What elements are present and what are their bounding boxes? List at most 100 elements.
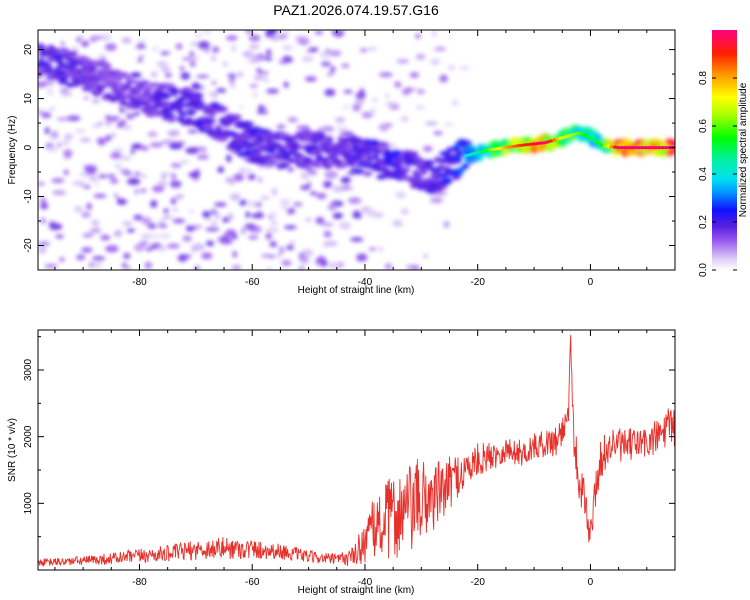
spectrogram-noise-blob: [248, 43, 260, 50]
spectrogram-noise-blob: [130, 149, 135, 155]
spectrogram-noise-blob: [268, 30, 278, 35]
spectrogram-ridge-blob: [38, 58, 45, 64]
spectrogram-noise-blob: [396, 81, 402, 88]
spectrogram-noise-blob: [159, 51, 171, 55]
spectrogram-ridge-blob: [400, 166, 411, 172]
spectrogram-noise-blob: [81, 211, 91, 218]
spectrogram-noise-blob: [122, 221, 133, 226]
spectrogram-noise-blob: [150, 200, 158, 208]
spectrogram-noise-blob: [94, 182, 101, 187]
spectrogram-noise-blob: [265, 232, 272, 240]
spectrogram-noise-blob: [278, 34, 287, 40]
spectrogram-noise-blob: [443, 220, 450, 228]
spectrogram-noise-blob: [228, 76, 235, 85]
spectrogram-noise-blob: [122, 171, 133, 176]
colorbar-gradient-bar: [712, 30, 737, 270]
spectrogram-noise-blob: [265, 48, 272, 57]
spectrogram-noise-blob: [256, 110, 269, 115]
spectrogram-ridge: [38, 43, 675, 195]
spectrogram-noise-blob: [40, 202, 49, 210]
spectrogram-ridge-core-mark: [589, 136, 595, 141]
spectrogram-noise-blob: [126, 113, 135, 120]
spectrogram-noise-blob: [110, 151, 122, 159]
spectrogram-noise-blob: [91, 220, 100, 226]
spectrogram-noise-blob: [134, 188, 139, 195]
spectrogram-noise-blob: [268, 212, 277, 217]
spectrogram-noise-blob: [433, 191, 448, 196]
spectrogram-ridge-blob: [415, 176, 422, 182]
spectrogram-noise-blob: [296, 39, 311, 45]
spectrogram-noise-blob: [205, 47, 210, 54]
spectrogram-ridge-blob: [418, 170, 428, 175]
spectrogram-noise-blob: [124, 265, 132, 270]
spectrogram-noise-blob: [343, 90, 353, 94]
spectrogram-noise-blob: [149, 142, 164, 148]
spectrogram-noise-blob: [394, 192, 404, 197]
colorbar-tick-label: 0.2: [698, 215, 709, 229]
spectrogram-noise-blob: [161, 67, 171, 72]
spectrogram-noise-blob: [137, 39, 146, 44]
spectrogram-noise-blob: [332, 212, 343, 220]
spectrogram-ridge-blob: [455, 158, 462, 164]
spectrogram-noise-blob: [141, 174, 146, 178]
spectrogram-noise-blob: [144, 261, 153, 270]
spectrogram-panel: -80 -60 -40 -20 0 20 10 0 -10 -20 Height of strai…: [7, 29, 676, 296]
spectrogram-noise-blob: [319, 51, 331, 59]
snr-x-tick-label: -80: [132, 577, 147, 588]
spectrogram-noise-blob: [160, 171, 172, 177]
spectrogram-noise-blob: [60, 90, 73, 97]
spectrogram-noise-blob: [182, 235, 192, 242]
spectrogram-noise-blob: [392, 219, 403, 227]
spectrogram-noise-blob: [326, 72, 334, 77]
spectrogram-noise-blob: [231, 44, 237, 52]
spectrogram-noise-blob: [215, 88, 227, 93]
spectrogram-noise-blob: [81, 247, 93, 253]
spectrogram-ridge-blob: [208, 112, 216, 118]
spectrogram-noise-blob: [314, 30, 324, 35]
spectrogram-ridge-blob: [461, 163, 470, 169]
spectrogram-noise-blob: [82, 233, 94, 237]
spectrogram-noise-blob: [182, 57, 192, 61]
spectrogram-noise-blob: [309, 169, 318, 176]
spectrogram-noise-blob: [63, 152, 71, 160]
spectrogram-noise-blob: [170, 163, 182, 168]
spectrogram-y-tick-label: -10: [23, 189, 34, 204]
spectrogram-noise-blob: [156, 246, 168, 252]
spectrogram-axes: -80 -60 -40 -20 0 20 10 0 -10 -20: [23, 30, 676, 288]
spectrogram-noise-blob: [147, 223, 157, 229]
spectrogram-noise-blob: [74, 128, 86, 133]
spectrogram-noise-blob: [133, 243, 145, 252]
spectrogram-noise-blob: [163, 215, 173, 219]
spectrogram-noise-blob: [323, 243, 328, 247]
spectrogram-ridge-blob: [359, 158, 368, 164]
spectrogram-noise-blob: [385, 101, 399, 107]
spectrogram-noise-blob: [91, 97, 100, 104]
spectrogram-noise-blob: [135, 78, 146, 82]
spectrogram-noise-blob: [263, 77, 269, 83]
spectrogram-noise-blob: [104, 121, 113, 127]
spectrogram-ridge-blob: [335, 159, 344, 165]
spectrogram-ridge-blob: [323, 148, 332, 154]
spectrogram-noise-blob: [190, 60, 196, 68]
spectrogram-noise-blob: [109, 132, 117, 139]
spectrogram-ridge-blob: [477, 153, 484, 161]
spectrogram-noise-blob: [227, 73, 237, 78]
spectrogram-noise-blob: [287, 167, 294, 172]
spectrogram-noise-blob: [304, 76, 317, 82]
spectrogram-noise-blob: [131, 144, 142, 150]
spectrogram-ridge-blob: [396, 170, 408, 176]
spectrogram-noise-blob: [145, 247, 153, 252]
spectrogram-noise-blob: [245, 211, 250, 219]
spectrogram-ridge-blob: [195, 99, 204, 105]
spectrogram-ridge-core-mark: [592, 139, 598, 143]
spectrogram-noise-blob: [105, 135, 112, 141]
spectrogram-noise-blob: [38, 81, 47, 88]
spectrogram-noise-blob: [123, 106, 130, 115]
spectrogram-noise-blob: [194, 33, 203, 38]
spectrogram-ridge-blob: [182, 87, 190, 93]
spectrogram-noise-blob: [38, 182, 45, 186]
spectrogram-noise-blob: [304, 217, 313, 223]
spectrogram-noise-blob: [48, 106, 56, 112]
spectrogram-noise-blob: [41, 111, 52, 119]
spectrogram-noise-blob: [100, 234, 111, 241]
